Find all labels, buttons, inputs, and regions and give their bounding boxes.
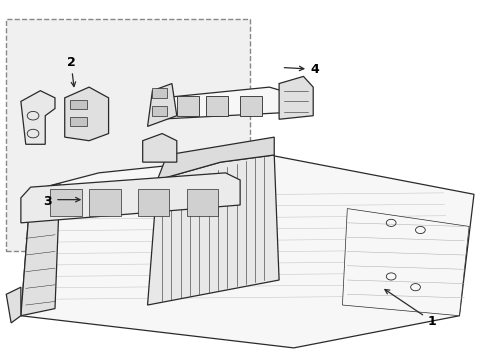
Polygon shape xyxy=(147,155,279,305)
Bar xyxy=(70,100,87,109)
Bar xyxy=(138,189,170,216)
Bar xyxy=(187,189,218,216)
Polygon shape xyxy=(157,137,274,180)
Text: 3: 3 xyxy=(43,195,51,208)
Bar xyxy=(240,96,262,116)
Polygon shape xyxy=(21,91,55,144)
Bar xyxy=(89,189,121,216)
Bar xyxy=(6,19,250,251)
Polygon shape xyxy=(157,87,294,119)
Polygon shape xyxy=(143,134,177,162)
Polygon shape xyxy=(279,76,313,119)
Bar xyxy=(50,189,82,216)
Bar xyxy=(206,96,228,116)
Bar xyxy=(152,106,167,116)
Text: 2: 2 xyxy=(67,56,76,69)
Polygon shape xyxy=(147,84,177,126)
Polygon shape xyxy=(343,208,469,316)
Polygon shape xyxy=(21,173,240,223)
Polygon shape xyxy=(21,184,60,316)
Bar xyxy=(177,96,199,116)
Text: 1: 1 xyxy=(385,289,437,328)
Polygon shape xyxy=(6,287,21,323)
Polygon shape xyxy=(65,87,109,141)
Bar xyxy=(152,88,167,98)
Bar xyxy=(70,117,87,126)
Text: 4: 4 xyxy=(284,63,319,76)
Polygon shape xyxy=(21,155,474,348)
